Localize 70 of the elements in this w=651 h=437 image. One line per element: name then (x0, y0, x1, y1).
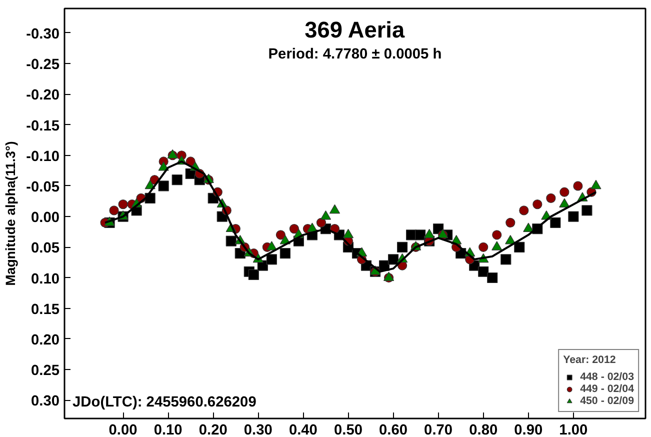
x-tick-label: 0.40 (288, 422, 318, 437)
point (532, 200, 542, 210)
point (320, 210, 332, 220)
y-tick-label: 0.20 (30, 332, 60, 348)
point (266, 254, 277, 265)
point (492, 230, 502, 240)
x-tick-label: 1.00 (559, 422, 588, 437)
legend-label: 448 - 02/03 (580, 371, 634, 383)
annotation: JDo(LTC): 2455960.626209 (72, 394, 256, 410)
point (582, 205, 592, 216)
y-tick-label: 0.05 (30, 240, 60, 257)
point (492, 241, 502, 250)
point (158, 180, 169, 192)
text: Period: 4.7780 ± 0.0005 h (268, 46, 442, 62)
point (248, 269, 259, 280)
legend-label: 449 - 02/04 (580, 383, 634, 395)
point (487, 272, 498, 284)
point (388, 254, 399, 265)
y-axis-title: Magnitude alpha(11.3°) (3, 141, 18, 286)
point (560, 187, 570, 197)
point (316, 218, 326, 228)
point (478, 266, 489, 277)
point (118, 200, 128, 210)
point (415, 230, 426, 240)
y-tick-label: -0.10 (26, 148, 60, 165)
point (329, 204, 340, 214)
point (506, 218, 516, 228)
x-tick-label: 0.90 (514, 422, 543, 437)
point (424, 228, 435, 238)
y-tick-label: 0.30 (30, 394, 60, 410)
point (550, 217, 561, 228)
x-tick-label: 0.10 (154, 422, 182, 437)
point (519, 206, 529, 216)
point (514, 242, 525, 252)
point (568, 211, 579, 222)
chart-title: 369 Aeria (304, 16, 405, 42)
y-tick-label: -0.30 (26, 26, 60, 42)
y-tick-label: 0.25 (30, 363, 60, 380)
y-tick-label: 0.15 (30, 302, 60, 318)
y-tick-label: -0.15 (26, 118, 60, 134)
point (280, 248, 290, 259)
x-tick-label: 0.80 (469, 422, 498, 437)
legend-label: 450 - 02/09 (580, 395, 634, 407)
point (546, 193, 556, 203)
point (266, 241, 277, 250)
y-tick-label: -0.20 (26, 88, 60, 104)
point (500, 254, 512, 265)
x-tick-label: 0.60 (379, 422, 408, 437)
point (590, 180, 602, 190)
x-tick-label: 0.30 (244, 422, 272, 437)
point (396, 242, 408, 252)
point (523, 222, 534, 232)
point (109, 206, 119, 216)
point (226, 236, 236, 246)
point (478, 242, 488, 252)
point (276, 230, 286, 240)
y-tick-label: 0.10 (30, 271, 60, 288)
x-tick-label: 0.50 (334, 422, 363, 437)
x-tick-label: 0.70 (424, 422, 453, 437)
point (342, 228, 354, 238)
point (559, 198, 570, 208)
x-tick-label: 0.00 (108, 422, 138, 437)
point (289, 224, 299, 234)
y-tick-label: 0.00 (30, 210, 60, 226)
y-tick-label: -0.05 (26, 179, 60, 196)
x-tick-label: 0.20 (198, 422, 228, 437)
y-tick-label: -0.25 (26, 57, 60, 74)
legend-title: Year: 2012 (563, 354, 617, 366)
point (573, 181, 583, 191)
point (172, 174, 182, 186)
